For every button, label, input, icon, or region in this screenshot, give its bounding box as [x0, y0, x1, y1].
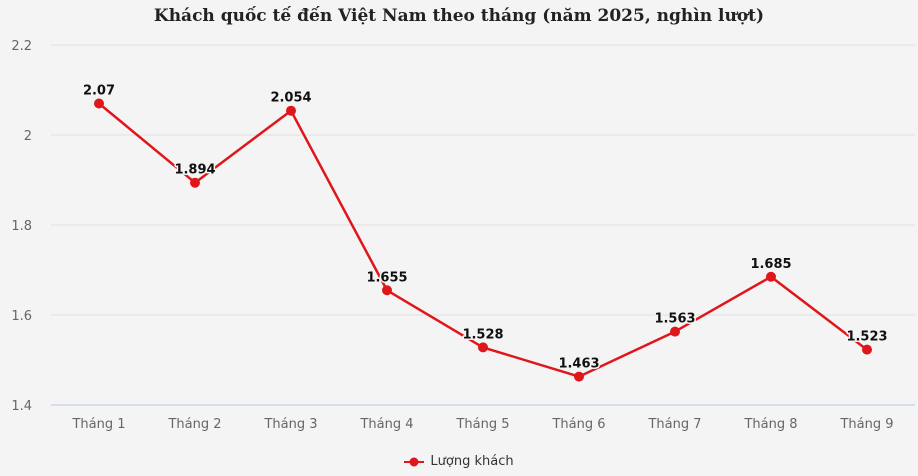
x-tick-label: Tháng 2: [167, 417, 221, 432]
x-axis-labels: Tháng 1 Tháng 2 Tháng 3 Tháng 4 Tháng 5 Tháng…: [71, 417, 893, 432]
data-labels: 2.07 1.894 2.054 1.655 1.528 1.463 1.563 1.685 1…: [81, 82, 889, 373]
y-tick-label: 2: [24, 129, 32, 144]
y-tick-label: 2.2: [11, 39, 32, 54]
data-point[interactable]: [286, 105, 296, 116]
data-label: 1.685: [750, 257, 791, 272]
data-point[interactable]: [478, 342, 488, 353]
y-tick-label: 1.4: [11, 399, 32, 414]
x-tick-label: Tháng 7: [647, 417, 701, 432]
data-point[interactable]: [94, 98, 104, 109]
data-label: 1.894: [174, 163, 215, 178]
y-tick-label: 1.6: [11, 309, 32, 324]
y-tick-label: 1.8: [11, 219, 32, 234]
x-tick-label: Tháng 5: [455, 417, 509, 432]
gridlines: [51, 44, 915, 406]
data-label: 1.463: [558, 357, 599, 372]
data-label: 1.523: [846, 330, 887, 345]
line-marker-icon: [404, 457, 425, 466]
data-point[interactable]: [382, 285, 392, 296]
data-label: 1.563: [654, 312, 695, 327]
y-axis-labels: 1.4 1.6 1.8 2 2.2: [11, 39, 32, 414]
data-label: 1.528: [462, 327, 503, 342]
data-point[interactable]: [190, 177, 200, 188]
legend-label: Lượng khách: [430, 454, 514, 469]
data-label: 1.655: [366, 270, 407, 285]
x-tick-label: Tháng 9: [839, 417, 893, 432]
data-label: 2.054: [270, 91, 311, 106]
legend-item-luong-khach[interactable]: Lượng khách: [404, 454, 514, 469]
x-tick-label: Tháng 1: [71, 417, 125, 432]
series-luong-khach: [94, 98, 872, 382]
data-point[interactable]: [574, 371, 584, 382]
data-point[interactable]: [862, 344, 872, 355]
data-point[interactable]: [766, 271, 776, 282]
x-tick-label: Tháng 8: [743, 417, 797, 432]
x-tick-label: Tháng 6: [551, 417, 605, 432]
data-label: 2.07: [83, 84, 115, 99]
x-tick-label: Tháng 3: [263, 417, 317, 432]
legend: Lượng khách: [0, 454, 918, 471]
x-tick-label: Tháng 4: [359, 417, 413, 432]
data-point[interactable]: [670, 326, 680, 337]
chart-title: Khách quốc tế đến Việt Nam theo tháng (n…: [153, 6, 765, 26]
